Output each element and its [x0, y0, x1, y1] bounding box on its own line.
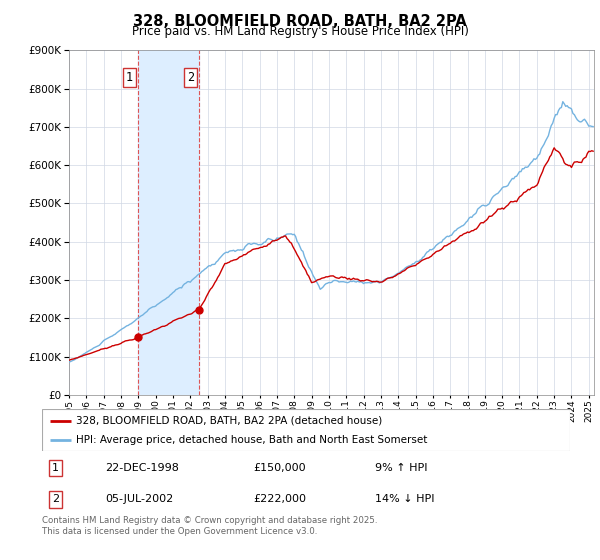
Text: 328, BLOOMFIELD ROAD, BATH, BA2 2PA: 328, BLOOMFIELD ROAD, BATH, BA2 2PA: [133, 14, 467, 29]
Text: 2: 2: [187, 71, 194, 83]
Text: £150,000: £150,000: [253, 463, 306, 473]
Text: Price paid vs. HM Land Registry's House Price Index (HPI): Price paid vs. HM Land Registry's House …: [131, 25, 469, 38]
Text: 328, BLOOMFIELD ROAD, BATH, BA2 2PA (detached house): 328, BLOOMFIELD ROAD, BATH, BA2 2PA (det…: [76, 416, 383, 426]
Text: HPI: Average price, detached house, Bath and North East Somerset: HPI: Average price, detached house, Bath…: [76, 435, 428, 445]
Text: 9% ↑ HPI: 9% ↑ HPI: [374, 463, 427, 473]
Bar: [138, 50, 199, 395]
Text: 1: 1: [52, 463, 59, 473]
Text: 2: 2: [52, 494, 59, 505]
Text: 14% ↓ HPI: 14% ↓ HPI: [374, 494, 434, 505]
Text: 1: 1: [126, 71, 133, 83]
Text: £222,000: £222,000: [253, 494, 306, 505]
Text: 05-JUL-2002: 05-JUL-2002: [106, 494, 173, 505]
Text: 22-DEC-1998: 22-DEC-1998: [106, 463, 179, 473]
Text: Contains HM Land Registry data © Crown copyright and database right 2025.
This d: Contains HM Land Registry data © Crown c…: [42, 516, 377, 536]
